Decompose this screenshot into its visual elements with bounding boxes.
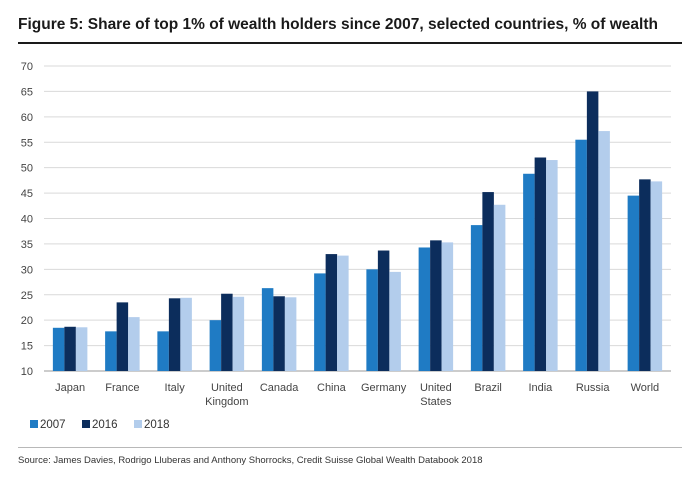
bar-2016 (325, 254, 338, 371)
x-tick-label: Canada (260, 382, 299, 394)
bar-2018 (546, 160, 558, 371)
bar-2007 (470, 225, 483, 371)
legend-swatch-2018 (134, 420, 142, 428)
x-tick-label: Russia (576, 382, 611, 394)
bar-2007 (209, 320, 222, 371)
bar-2007 (157, 331, 169, 371)
x-tick-label: Japan (55, 382, 85, 394)
x-tick-label-line: United (420, 382, 452, 394)
bar-2018 (75, 327, 88, 371)
bar-2016 (221, 293, 233, 371)
x-tick-label-line: India (528, 382, 553, 394)
legend-swatch-2007 (30, 420, 38, 428)
bar-2007 (575, 139, 587, 371)
title-rule (18, 42, 682, 44)
bar-2007 (261, 288, 274, 371)
x-tick-label-line: States (420, 396, 452, 408)
x-tick-label: India (528, 382, 553, 394)
y-tick-label: 30 (21, 264, 33, 276)
y-tick-label: 55 (21, 137, 33, 149)
bar-2016 (534, 157, 547, 371)
y-tick-label: 40 (21, 214, 33, 226)
x-tick-label-line: France (105, 382, 139, 394)
y-tick-label: 10 (21, 366, 33, 378)
bar-2007 (627, 195, 640, 371)
bar-2007 (366, 269, 378, 371)
x-tick-label-line: Brazil (474, 382, 502, 394)
gridlines (44, 65, 671, 372)
bar-2018 (493, 204, 506, 371)
y-tick-label: 25 (21, 290, 33, 302)
x-tick-label: United Kingdom (205, 382, 248, 408)
bar-2016 (168, 298, 181, 371)
bar-2018 (128, 317, 140, 371)
bar-chart: 10 15 20 25 30 35 40 45 50 55 60 65 70 Japan France It… (21, 61, 671, 431)
y-tick-label: 50 (21, 163, 33, 175)
legend: 2007 2016 2018 (30, 419, 170, 431)
y-tick-label: 20 (21, 315, 33, 327)
x-tick-label-line: China (317, 382, 347, 394)
legend-label: 2007 (40, 419, 66, 431)
x-tick-label: Germany (361, 382, 407, 394)
legend-swatch-2016 (82, 420, 90, 428)
bar-2018 (232, 296, 245, 371)
bar-2018 (598, 131, 610, 371)
y-tick-label: 15 (21, 341, 33, 353)
x-tick-label-line: Japan (55, 382, 85, 394)
bar-2018 (337, 255, 349, 371)
x-tick-label-line: Germany (361, 382, 407, 394)
legend-label: 2016 (92, 419, 118, 431)
x-tick-label: China (317, 382, 347, 394)
chart-title: Figure 5: Share of top 1% of wealth hold… (18, 16, 658, 33)
bar-2016 (116, 302, 129, 371)
bar-2018 (180, 297, 192, 371)
legend-label: 2018 (144, 419, 170, 431)
x-tick-label: Italy (165, 382, 186, 394)
bars (52, 91, 663, 372)
source-note: Source: James Davies, Rodrigo Lluberas a… (18, 455, 483, 466)
bar-2016 (586, 91, 599, 372)
bar-2007 (314, 273, 326, 371)
bar-2018 (389, 271, 401, 371)
x-tick-label-line: Italy (165, 382, 186, 394)
y-tick-label: 70 (21, 61, 33, 73)
x-tick-label-line: Canada (260, 382, 299, 394)
x-tick-label-line: Russia (576, 382, 611, 394)
bar-2007 (523, 173, 535, 371)
bar-2016 (482, 192, 494, 371)
bar-2016 (273, 296, 285, 371)
bar-2007 (418, 247, 431, 371)
x-tick-label-line: United (211, 382, 243, 394)
source-rule (18, 447, 682, 448)
x-tick-label-line: Kingdom (205, 396, 248, 408)
x-axis-labels: Japan France Italy United Kingdom Canada China… (55, 382, 659, 408)
y-tick-label: 60 (21, 112, 33, 124)
bar-2007 (52, 327, 65, 371)
bar-2018 (441, 242, 454, 371)
y-axis-ticks: 10 15 20 25 30 35 40 45 50 55 60 65 70 (21, 61, 33, 378)
bar-2016 (430, 240, 442, 371)
y-tick-label: 45 (21, 188, 33, 200)
bar-2018 (650, 181, 663, 371)
bar-2016 (377, 250, 390, 371)
x-tick-label-line: World (631, 382, 660, 394)
y-tick-label: 65 (21, 86, 33, 98)
bar-2007 (105, 331, 117, 371)
x-tick-label: Brazil (474, 382, 502, 394)
x-tick-label: United States (420, 382, 452, 408)
bar-2018 (284, 297, 297, 371)
bar-2016 (639, 179, 651, 371)
bar-2016 (64, 326, 76, 371)
x-tick-label: France (105, 382, 139, 394)
x-tick-label: World (631, 382, 660, 394)
y-tick-label: 35 (21, 239, 33, 251)
